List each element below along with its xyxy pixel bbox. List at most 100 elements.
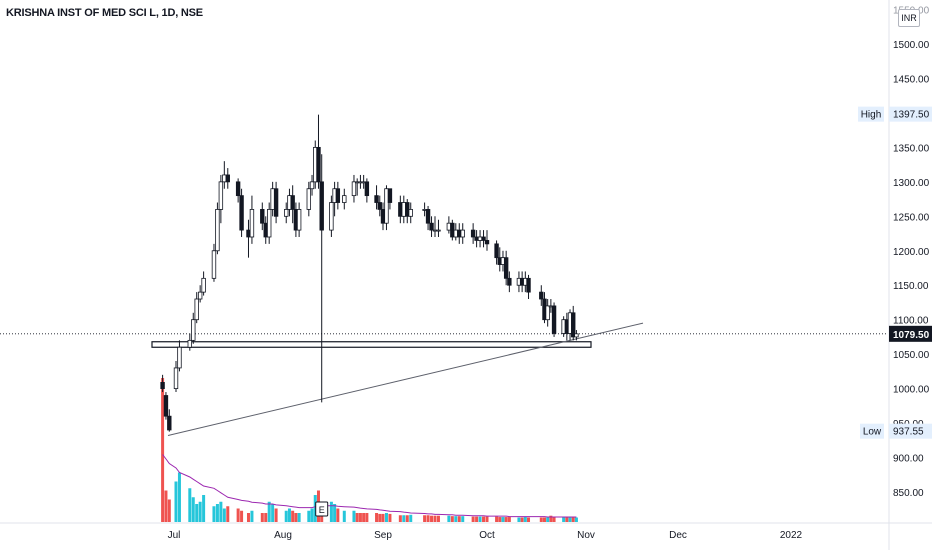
volume-bar	[365, 513, 369, 522]
volume-bar	[267, 501, 271, 522]
volume-bar	[329, 501, 333, 522]
volume-bar	[520, 517, 524, 522]
candle-down	[364, 181, 370, 197]
volume-bar	[574, 517, 578, 522]
candle-up	[422, 209, 427, 211]
candle-down	[526, 277, 531, 293]
volume-bar	[565, 517, 569, 522]
volume-bar	[355, 513, 359, 522]
currency-badge[interactable]: INR	[898, 9, 920, 27]
volume-bar	[236, 508, 240, 522]
volume-bar	[294, 513, 298, 522]
volume-bar	[378, 513, 382, 522]
volume-bar	[202, 495, 206, 522]
volume-bar	[264, 513, 268, 522]
volume-bar	[507, 517, 511, 522]
candle-up	[432, 229, 438, 232]
candle-down	[481, 236, 486, 241]
volume-bar	[177, 472, 181, 522]
volume-bar	[174, 481, 178, 522]
volume-bar	[546, 517, 550, 522]
volume-ma-line	[162, 454, 577, 518]
volume-bar	[284, 510, 288, 522]
candle-down	[457, 229, 462, 238]
volume-bar	[398, 515, 402, 522]
volume-bar	[542, 517, 546, 522]
candle-down	[484, 240, 490, 245]
volume-bar	[381, 513, 385, 522]
candle-down	[503, 257, 509, 279]
volume-bar	[571, 517, 575, 522]
candle-up	[384, 188, 389, 224]
time-tick-label: Jul	[168, 530, 181, 541]
candle-down	[398, 202, 403, 217]
time-tick-label: Nov	[577, 530, 595, 541]
candle-up	[197, 291, 203, 300]
volume-bar	[161, 378, 165, 522]
volume-bar	[426, 515, 430, 522]
volume-bar	[195, 504, 199, 522]
volume-bar	[447, 515, 451, 522]
candle-up	[218, 181, 224, 210]
volume-layer	[161, 378, 578, 522]
volume-bar	[501, 517, 505, 522]
candle-down	[335, 188, 341, 203]
volume-bar	[212, 506, 216, 522]
candle-up	[351, 181, 357, 197]
volume-bar	[504, 517, 508, 522]
candle-down	[260, 209, 265, 224]
candle-up	[201, 277, 206, 293]
volume-bar	[478, 516, 482, 522]
volume-bar	[498, 517, 502, 522]
volume-bar	[454, 516, 458, 522]
volume-bar	[402, 515, 406, 522]
volume-bar	[562, 517, 566, 522]
candle-down	[163, 395, 169, 417]
volume-bar	[358, 513, 362, 522]
candle-up	[266, 209, 272, 238]
time-tick-label: Oct	[479, 530, 495, 541]
volume-bar	[405, 515, 409, 522]
volume-bar	[167, 499, 171, 522]
candle-down	[494, 243, 499, 259]
candle-down	[405, 202, 410, 217]
volume-bar	[482, 516, 486, 522]
price-tick-label: 1200.00	[893, 247, 930, 258]
volume-bar	[436, 515, 440, 522]
price-tick-label: 1150.00	[893, 281, 929, 292]
low-label: Low	[863, 427, 882, 438]
volume-bar	[271, 504, 275, 522]
volume-bar	[471, 516, 475, 522]
volume-bar	[552, 517, 556, 522]
volume-bar	[457, 516, 461, 522]
price-tick-label: 1450.00	[893, 74, 930, 85]
volume-bar	[198, 501, 202, 522]
last-price-value: 1079.50	[893, 330, 930, 341]
volume-bar	[310, 508, 314, 522]
volume-bar	[352, 510, 356, 522]
price-tick-label: 1000.00	[893, 385, 930, 396]
low-label-bg	[860, 423, 884, 439]
candle-down	[507, 277, 512, 286]
candle-down	[273, 188, 279, 217]
time-tick-label: Dec	[669, 530, 687, 541]
volume-bar	[450, 516, 454, 522]
candle-up	[306, 188, 312, 210]
volume-bar	[260, 513, 264, 522]
price-tick-label: 1250.00	[893, 212, 930, 223]
volume-bar	[342, 510, 346, 522]
volume-bar	[539, 517, 543, 522]
candle-up	[211, 250, 217, 279]
volume-bar	[384, 513, 388, 522]
volume-bar	[517, 517, 521, 522]
volume-bar	[250, 510, 254, 522]
volume-bar	[549, 515, 553, 522]
high-value-bg	[889, 106, 932, 122]
candle-up	[177, 346, 182, 369]
time-tick-label: Sep	[374, 530, 392, 541]
time-tick-label: 2022	[780, 530, 803, 541]
volume-bar	[215, 504, 219, 522]
volume-bar	[191, 497, 195, 522]
